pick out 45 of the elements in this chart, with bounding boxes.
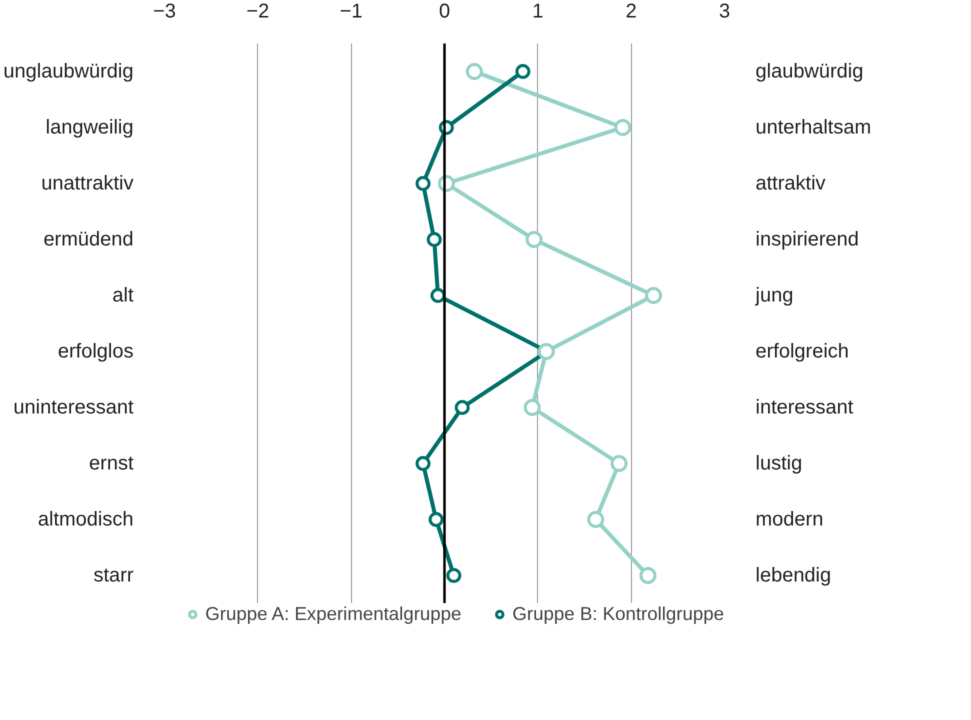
x-tick-label: 0: [438, 0, 450, 22]
x-tick-label: 1: [532, 0, 544, 22]
point: [587, 511, 604, 528]
y2-tick-label: erfolgreich: [756, 340, 849, 362]
point: [416, 176, 431, 191]
y-tick-label: langweilig: [46, 116, 134, 138]
legend-label: Gruppe B: Kontrollgruppe: [512, 603, 724, 625]
y2-tick-label: lebendig: [756, 564, 832, 586]
x-tick-label: −1: [340, 0, 363, 22]
y-tick-label: starr: [94, 564, 134, 586]
y-tick-label: unattraktiv: [41, 172, 134, 194]
y-tick-label: alt: [112, 284, 134, 306]
y2-tick-label: modern: [756, 508, 824, 530]
y2-tick-label: unterhaltsam: [756, 116, 872, 138]
point: [454, 400, 470, 415]
y2-tick-label: glaubwürdig: [756, 60, 864, 82]
y2-tick-label: lustig: [756, 452, 802, 474]
y-tick-label: ernst: [89, 452, 134, 474]
point: [430, 288, 446, 303]
point: [515, 64, 530, 79]
point: [639, 567, 656, 584]
y-tick-label: uninteressant: [13, 396, 134, 418]
y-tick-label: unglaubwürdig: [3, 60, 134, 82]
y2-tick-label: attraktiv: [756, 172, 826, 194]
point: [614, 119, 632, 136]
point: [645, 287, 662, 304]
point: [416, 456, 431, 471]
y2-tick-label: inspirierend: [756, 228, 859, 250]
y-tick-label: ermüdend: [43, 228, 134, 250]
point: [610, 455, 628, 472]
x-tick-label: −3: [153, 0, 176, 22]
y-tick-label: altmodisch: [38, 508, 134, 530]
legend-label: Gruppe A: Experimentalgruppe: [205, 603, 462, 625]
point: [466, 63, 483, 80]
x-tick-label: 2: [626, 0, 637, 22]
point: [446, 568, 462, 583]
y2-tick-label: interessant: [756, 396, 854, 418]
point: [428, 512, 444, 527]
point: [426, 232, 442, 247]
y2-tick-label: jung: [754, 284, 794, 306]
y-tick-label: erfolglos: [58, 340, 134, 362]
point: [526, 231, 543, 248]
x-tick-label: 3: [718, 0, 730, 22]
point: [524, 399, 541, 416]
x-tick-label: −2: [246, 0, 270, 22]
